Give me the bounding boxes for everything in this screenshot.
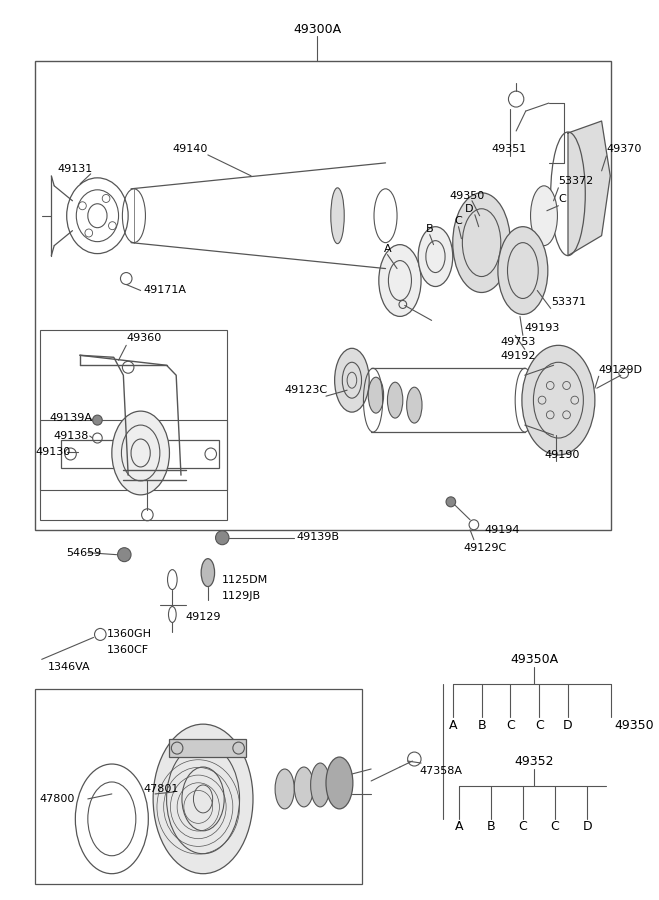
Text: 1360CF: 1360CF bbox=[107, 645, 149, 655]
Ellipse shape bbox=[530, 185, 558, 246]
Text: 1360GH: 1360GH bbox=[107, 629, 152, 639]
Ellipse shape bbox=[453, 193, 510, 292]
Text: A: A bbox=[384, 244, 391, 254]
Text: D: D bbox=[583, 820, 592, 833]
Text: 49129D: 49129D bbox=[599, 365, 643, 375]
Text: 49351: 49351 bbox=[491, 144, 527, 154]
Text: C: C bbox=[506, 718, 515, 732]
Text: 49352: 49352 bbox=[515, 754, 554, 768]
Text: D: D bbox=[563, 718, 573, 732]
Text: 49192: 49192 bbox=[501, 351, 536, 361]
Ellipse shape bbox=[498, 227, 548, 314]
Text: A: A bbox=[455, 820, 464, 833]
Text: B: B bbox=[487, 820, 496, 833]
Ellipse shape bbox=[335, 348, 369, 412]
Circle shape bbox=[446, 497, 455, 507]
Text: 49139A: 49139A bbox=[49, 413, 92, 423]
Bar bbox=[169, 739, 246, 757]
Ellipse shape bbox=[275, 769, 295, 809]
Text: C: C bbox=[535, 718, 544, 732]
Text: 49193: 49193 bbox=[525, 323, 560, 333]
Ellipse shape bbox=[368, 377, 384, 413]
Circle shape bbox=[215, 531, 229, 544]
Polygon shape bbox=[568, 121, 610, 256]
Text: C: C bbox=[455, 216, 463, 226]
Text: 49129: 49129 bbox=[186, 613, 221, 623]
Bar bbox=[40, 420, 227, 520]
Text: D: D bbox=[465, 203, 473, 213]
Text: A: A bbox=[449, 718, 457, 732]
Text: B: B bbox=[477, 718, 486, 732]
Text: 49140: 49140 bbox=[173, 144, 208, 154]
Text: 1346VA: 1346VA bbox=[47, 662, 90, 672]
Text: 49138: 49138 bbox=[53, 431, 88, 441]
Text: B: B bbox=[426, 224, 434, 234]
Circle shape bbox=[117, 548, 131, 562]
Text: 53372: 53372 bbox=[558, 176, 594, 185]
Circle shape bbox=[93, 415, 102, 425]
Ellipse shape bbox=[453, 233, 472, 265]
Text: 49139B: 49139B bbox=[296, 532, 339, 542]
Text: C: C bbox=[550, 820, 559, 833]
Text: 49123C: 49123C bbox=[285, 385, 328, 395]
Text: 49370: 49370 bbox=[606, 144, 642, 154]
Ellipse shape bbox=[295, 767, 314, 807]
Ellipse shape bbox=[387, 382, 403, 418]
Text: 1125DM: 1125DM bbox=[222, 574, 268, 585]
Text: 49350A: 49350A bbox=[510, 652, 558, 666]
Ellipse shape bbox=[201, 559, 215, 587]
Ellipse shape bbox=[522, 346, 595, 455]
Ellipse shape bbox=[326, 757, 353, 809]
Ellipse shape bbox=[310, 763, 330, 807]
Text: 49190: 49190 bbox=[544, 450, 579, 460]
Text: 47800: 47800 bbox=[40, 794, 75, 804]
Bar bbox=[40, 330, 227, 490]
Text: 54659: 54659 bbox=[66, 548, 101, 558]
Text: C: C bbox=[558, 194, 566, 203]
Text: 49753: 49753 bbox=[501, 338, 536, 347]
Text: 49129C: 49129C bbox=[463, 543, 507, 553]
Bar bbox=[61, 440, 219, 468]
Text: 49131: 49131 bbox=[57, 164, 92, 174]
Bar bbox=[35, 689, 362, 884]
Text: 49360: 49360 bbox=[127, 333, 161, 343]
Text: 49350: 49350 bbox=[450, 191, 485, 201]
Text: 49350: 49350 bbox=[614, 718, 654, 732]
Ellipse shape bbox=[153, 724, 253, 874]
Text: 47358A: 47358A bbox=[419, 766, 462, 776]
Text: 47801: 47801 bbox=[144, 784, 179, 794]
Ellipse shape bbox=[418, 227, 453, 286]
Ellipse shape bbox=[407, 387, 422, 423]
Bar bbox=[35, 61, 611, 530]
Text: 49171A: 49171A bbox=[144, 285, 186, 295]
Text: C: C bbox=[519, 820, 527, 833]
Ellipse shape bbox=[331, 188, 344, 244]
Text: 49130: 49130 bbox=[35, 447, 71, 457]
Text: 53371: 53371 bbox=[551, 298, 586, 308]
Ellipse shape bbox=[379, 245, 421, 317]
Text: 49194: 49194 bbox=[484, 525, 520, 535]
Ellipse shape bbox=[112, 411, 169, 495]
Text: 49300A: 49300A bbox=[293, 22, 341, 36]
Text: 1129JB: 1129JB bbox=[222, 590, 262, 600]
